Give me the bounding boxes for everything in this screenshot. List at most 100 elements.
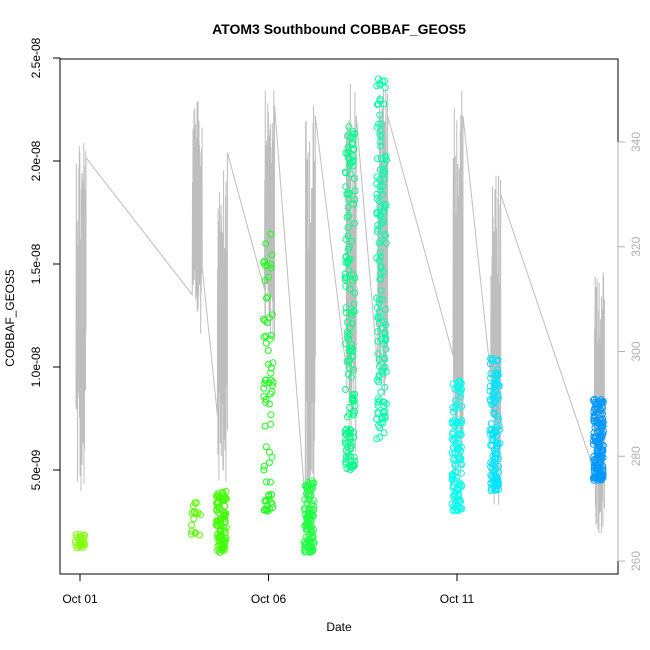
data-point bbox=[456, 388, 464, 396]
data-point bbox=[310, 539, 318, 547]
data-point bbox=[376, 424, 384, 432]
data-point bbox=[451, 404, 459, 412]
data-point bbox=[373, 254, 381, 262]
data-point bbox=[265, 273, 272, 281]
data-point bbox=[221, 536, 229, 544]
data-point bbox=[590, 433, 598, 441]
data-point bbox=[262, 395, 270, 403]
data-point bbox=[344, 224, 352, 232]
data-point bbox=[596, 406, 604, 414]
data-point bbox=[351, 457, 359, 465]
data-point bbox=[597, 416, 605, 424]
data-point bbox=[495, 416, 502, 424]
data-point bbox=[457, 454, 465, 462]
data-point bbox=[350, 308, 358, 316]
data-point bbox=[265, 400, 273, 408]
data-point bbox=[349, 162, 357, 170]
data-point bbox=[457, 469, 465, 477]
y2-tick-label: 260 bbox=[629, 551, 643, 571]
data-point bbox=[454, 507, 462, 515]
data-point bbox=[350, 200, 358, 208]
data-point bbox=[190, 515, 198, 523]
data-point bbox=[267, 264, 275, 272]
data-point bbox=[487, 370, 495, 377]
data-point bbox=[346, 170, 354, 178]
data-point bbox=[216, 504, 224, 512]
data-point bbox=[268, 311, 276, 319]
data-point bbox=[268, 251, 276, 259]
data-point bbox=[450, 416, 458, 424]
data-point bbox=[342, 304, 350, 312]
data-point bbox=[375, 397, 383, 405]
data-point bbox=[380, 318, 388, 326]
data-point bbox=[374, 410, 382, 418]
data-point bbox=[377, 220, 385, 228]
data-point bbox=[377, 253, 385, 261]
data-point bbox=[492, 464, 500, 472]
data-point bbox=[265, 379, 273, 387]
data-point bbox=[457, 498, 465, 505]
data-point bbox=[381, 77, 389, 85]
data-point bbox=[488, 465, 496, 473]
data-point bbox=[592, 459, 600, 467]
data-point bbox=[344, 150, 352, 157]
data-point bbox=[350, 300, 358, 308]
data-point bbox=[72, 531, 80, 539]
data-point bbox=[590, 408, 598, 416]
data-point bbox=[345, 335, 353, 343]
data-point bbox=[599, 453, 607, 461]
data-point bbox=[262, 505, 270, 513]
data-point bbox=[345, 410, 353, 418]
data-point bbox=[347, 444, 355, 452]
data-point bbox=[264, 347, 272, 354]
data-point bbox=[378, 415, 386, 423]
data-point bbox=[382, 321, 389, 329]
data-point bbox=[343, 213, 351, 221]
data-point bbox=[457, 431, 465, 439]
data-point bbox=[305, 485, 313, 493]
data-point bbox=[267, 331, 275, 339]
data-point bbox=[342, 282, 350, 290]
data-point bbox=[267, 364, 275, 372]
data-point bbox=[457, 419, 465, 427]
data-point bbox=[221, 528, 229, 536]
data-point bbox=[599, 415, 607, 423]
data-point bbox=[219, 488, 227, 496]
data-point bbox=[343, 465, 351, 473]
data-point bbox=[381, 383, 389, 391]
data-point bbox=[380, 429, 388, 437]
data-point bbox=[376, 314, 384, 321]
data-point bbox=[191, 529, 199, 537]
data-point bbox=[448, 418, 456, 426]
data-point bbox=[262, 240, 270, 247]
data-point bbox=[451, 506, 459, 514]
data-point bbox=[342, 460, 350, 468]
data-point bbox=[590, 412, 598, 420]
data-point bbox=[263, 294, 270, 302]
data-point bbox=[591, 418, 599, 426]
data-point bbox=[374, 395, 382, 403]
data-point bbox=[347, 348, 355, 356]
data-point bbox=[489, 435, 497, 443]
data-point bbox=[346, 433, 354, 441]
data-point bbox=[345, 123, 353, 131]
data-point bbox=[342, 235, 350, 243]
data-point bbox=[260, 462, 268, 470]
data-point bbox=[266, 478, 274, 486]
data-point bbox=[351, 219, 358, 227]
y-tick-label: 2.5e-08 bbox=[29, 37, 43, 78]
data-point bbox=[349, 157, 357, 165]
data-point bbox=[487, 459, 495, 467]
y-axis-right: 260 280 300 320 340 bbox=[617, 132, 643, 571]
data-point bbox=[347, 255, 354, 263]
data-point bbox=[342, 440, 349, 447]
data-point bbox=[267, 411, 275, 419]
data-point bbox=[377, 187, 385, 195]
data-point bbox=[351, 289, 359, 297]
data-point bbox=[490, 409, 498, 417]
data-point bbox=[451, 491, 459, 499]
data-point bbox=[309, 484, 317, 492]
data-point bbox=[376, 95, 384, 103]
data-point bbox=[381, 306, 389, 313]
data-point bbox=[598, 471, 606, 479]
